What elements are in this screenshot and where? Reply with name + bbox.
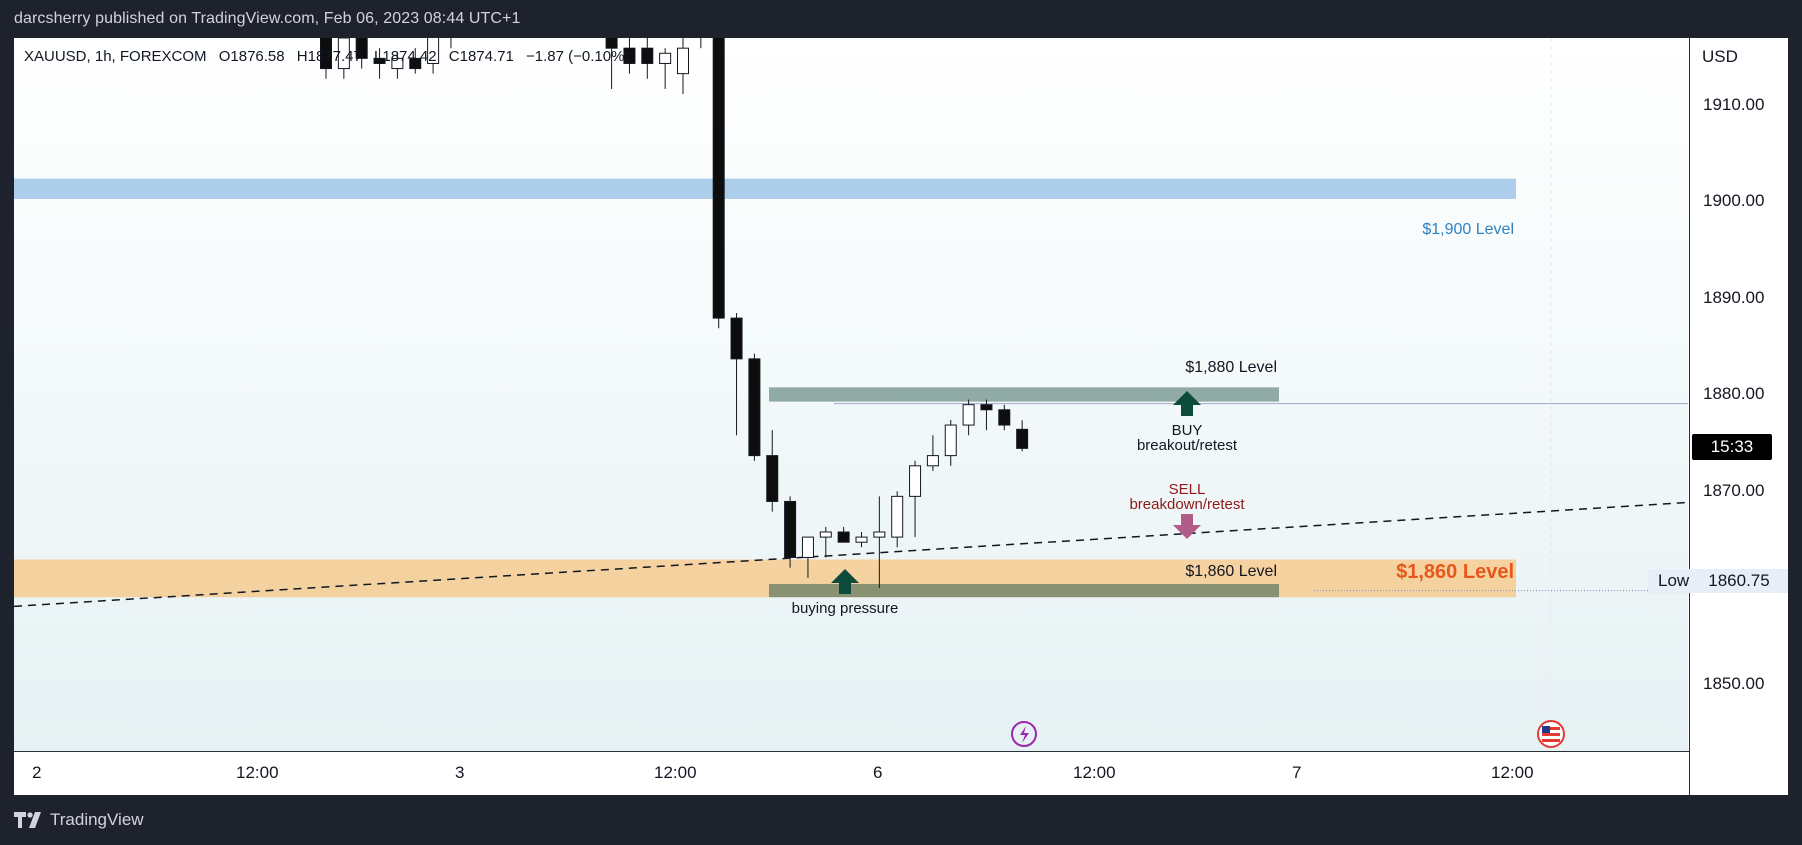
publisher-line: darcsherry published on TradingView.com,… [14, 10, 521, 27]
candle-bear [641, 47, 654, 64]
time-tick: 12:00 [1073, 763, 1116, 782]
label-1900-level: $1,900 Level [1422, 221, 1514, 238]
low-value-badge: 1860.75 [1690, 569, 1788, 593]
zone-1860-level [14, 559, 1516, 598]
time-tick: 6 [873, 763, 883, 782]
sell-arrow-icon [1173, 514, 1201, 539]
tradingview-logo-icon [14, 812, 41, 828]
box-1860-level [769, 583, 1279, 598]
ohlc-change: −1.87 (−0.10%) [526, 48, 630, 65]
buy-label: BUY [1172, 422, 1203, 439]
candle-bear [980, 404, 993, 411]
ohlc-open: O1876.58 [218, 48, 285, 65]
box-1880-level [769, 387, 1279, 402]
label-1860-level-small: $1,860 Level [1185, 563, 1277, 580]
lightning-event-icon [1011, 721, 1037, 747]
price-tick: 1890.00 [1703, 288, 1765, 307]
time-tick: 12:00 [236, 763, 279, 782]
candle-bull [891, 495, 904, 538]
time-axis[interactable]: 2 12:00 3 12:00 6 12:00 7 12:00 [14, 751, 1689, 795]
footer-brand: TradingView [50, 810, 144, 829]
candle-bull [659, 52, 672, 64]
candle-bull [962, 404, 975, 426]
price-tick: 1870.00 [1703, 481, 1765, 500]
candle-bear [730, 317, 743, 360]
sell-sub-label: breakdown/retest [1129, 496, 1245, 513]
us-flag-canton [1542, 726, 1550, 733]
lightning-glyph-icon [1020, 726, 1029, 743]
time-tick: 2 [32, 763, 42, 782]
symbol-name: XAUUSD, 1h, FOREXCOM [24, 48, 207, 65]
price-tick: 1850.00 [1703, 674, 1765, 693]
buying-pressure-arrow-icon [831, 569, 859, 594]
buying-pressure-label: buying pressure [792, 600, 899, 617]
candle-bull [391, 57, 404, 70]
candle-bull [801, 536, 814, 558]
ohlc-high: H1877.47 [296, 48, 362, 65]
candle-bear [320, 38, 332, 70]
candle-bear [355, 38, 368, 59]
candle-bull [909, 465, 922, 497]
candlestick-chart: $1,900 Level $1,880 Level $1,860 Level $1,8… [14, 38, 1688, 751]
candle-bear [1016, 428, 1029, 449]
candle-bear [784, 500, 797, 558]
buy-sub-label: breakout/retest [1137, 437, 1238, 454]
candle-bull [873, 531, 886, 538]
candle-bear [623, 47, 636, 64]
plot-area[interactable]: $1,900 Level $1,880 Level $1,860 Level $1,8… [14, 38, 1688, 751]
label-1860-level-big: $1,860 Level [1396, 561, 1514, 583]
candle-bear [373, 57, 386, 64]
price-tick: 1900.00 [1703, 191, 1765, 210]
candle-bear [748, 358, 761, 457]
candle-bull [855, 536, 868, 543]
candle-bear [712, 38, 725, 319]
chart-frame[interactable]: $1,900 Level $1,880 Level $1,860 Level $1,8… [14, 38, 1788, 795]
candle-bear [998, 409, 1011, 426]
candle-bear [605, 38, 618, 49]
time-tick: 3 [455, 763, 465, 782]
time-tick: 12:00 [1491, 763, 1534, 782]
zone-1900-level [14, 178, 1516, 199]
ohlc-close: C1874.71 [448, 48, 514, 65]
candle-bull [819, 531, 832, 538]
sell-label: SELL [1169, 481, 1206, 498]
bar-countdown-badge: 15:33 [1692, 434, 1772, 460]
candle-bull [926, 455, 939, 467]
ohlc-low: L1874.42 [374, 48, 437, 65]
us-flag-stripe [1542, 739, 1560, 742]
price-axis[interactable]: USD 1910.00 1900.00 1890.00 1880.00 1870… [1689, 38, 1788, 795]
candle-bear [837, 531, 850, 543]
candle-bull [427, 38, 440, 64]
buy-arrow-icon [1173, 391, 1201, 416]
price-tick: 1910.00 [1703, 95, 1765, 114]
candle-bull [944, 424, 957, 457]
low-label: Low [1648, 569, 1700, 593]
us-flag-stripe [1542, 733, 1560, 736]
time-tick: 12:00 [654, 763, 697, 782]
candle-bull [677, 47, 689, 75]
label-1880-level: $1,880 Level [1185, 359, 1277, 376]
candle-bear [766, 455, 779, 502]
currency-label: USD [1702, 47, 1738, 66]
tradingview-footer[interactable]: TradingView [14, 810, 144, 830]
candle-bear [409, 57, 422, 70]
symbol-legend: XAUUSD, 1h, FOREXCOM O1876.58 H1877.47 L… [24, 48, 637, 65]
time-tick: 7 [1292, 763, 1302, 782]
candle-bull [337, 38, 350, 70]
price-tick: 1880.00 [1703, 384, 1765, 403]
us-flag-stripe [1542, 727, 1560, 730]
